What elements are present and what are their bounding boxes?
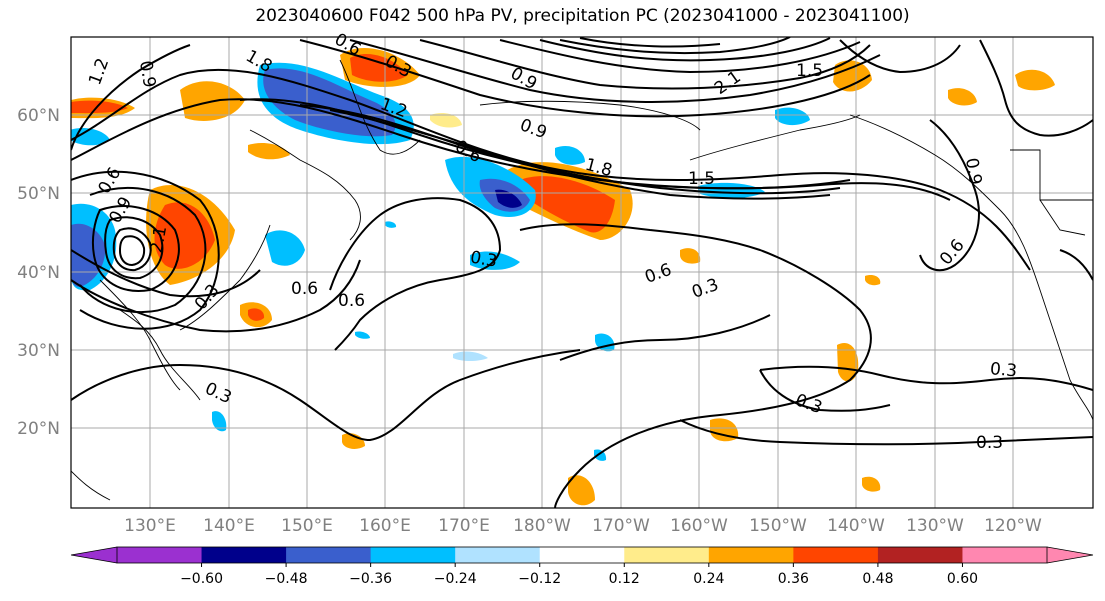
lon-label: 120°W (984, 516, 1042, 536)
latitude-labels: 60°N 50°N 40°N 30°N 20°N (17, 106, 60, 439)
lon-label: 180°W (513, 516, 571, 536)
pv-contours (71, 37, 1093, 508)
colorbar-tick-label: 0.36 (778, 571, 809, 587)
colorbar-arrow-left (71, 547, 117, 563)
colorbar-tick-label: −0.48 (265, 571, 308, 587)
colorbar-tick-label: −0.24 (434, 571, 477, 587)
colorbar-tick-label: −0.60 (180, 571, 223, 587)
colorbar-cell (286, 547, 372, 563)
colorbar-cell (539, 547, 625, 563)
colorbar-cell (117, 547, 203, 563)
contour-label: 0.6 (338, 291, 365, 311)
colorbar-cell (708, 547, 794, 563)
colorbar-tick-label: 0.48 (862, 571, 893, 587)
lon-label: 140°W (827, 516, 885, 536)
lon-label: 150°E (281, 516, 333, 536)
colorbar: −0.60 −0.48 −0.36 −0.24 −0.12 0.12 0.24 0.36 0.4… (70, 546, 1094, 587)
lon-label: 160°E (359, 516, 411, 536)
lon-label: 170°E (438, 516, 490, 536)
contour-label: 2.1 (147, 225, 171, 255)
lat-label: 60°N (17, 106, 60, 126)
lat-label: 40°N (17, 263, 60, 283)
colorbar-cell (793, 547, 879, 563)
lat-label: 20°N (17, 419, 60, 439)
contour-label: 0.9 (961, 156, 985, 186)
colorbar-outline (116, 546, 1048, 564)
lon-label: 170°W (592, 516, 650, 536)
colorbar-tick-label: 0.12 (609, 571, 640, 587)
contour-label: 0.3 (989, 359, 1018, 381)
lon-label: 160°W (670, 516, 728, 536)
contour-label: 0.3 (976, 433, 1003, 453)
contour-label: 0.9 (135, 59, 159, 89)
longitude-labels: 130°E 140°E 150°E 160°E 170°E 180°W 170°… (124, 516, 1042, 536)
lon-label: 130°W (906, 516, 964, 536)
lon-label: 140°E (203, 516, 255, 536)
map-frame (70, 36, 1094, 509)
map-title: 2023040600 F042 500 hPa PV, precipitatio… (255, 6, 910, 26)
colorbar-cell (624, 547, 710, 563)
colorbar-cell (201, 547, 287, 563)
colorbar-tick-label: 0.60 (947, 571, 978, 587)
colorbar-tick-label: −0.36 (349, 571, 392, 587)
contour-label: 0.3 (469, 247, 499, 271)
colorbar-tick-label: 0.24 (693, 571, 724, 587)
lat-label: 50°N (17, 184, 60, 204)
colorbar-cell (455, 547, 541, 563)
contour-label: 0.6 (291, 279, 318, 299)
lon-label: 130°E (124, 516, 176, 536)
lat-label: 30°N (17, 341, 60, 361)
lon-label: 150°W (749, 516, 807, 536)
colorbar-arrow-right (1047, 547, 1093, 563)
colorbar-cell (962, 547, 1048, 563)
contour-label: 1.5 (796, 61, 823, 81)
contour-label: 1.5 (688, 169, 715, 189)
colorbar-cell (370, 547, 456, 563)
colorbar-tick-label: −0.12 (518, 571, 561, 587)
colorbar-cell (877, 547, 963, 563)
